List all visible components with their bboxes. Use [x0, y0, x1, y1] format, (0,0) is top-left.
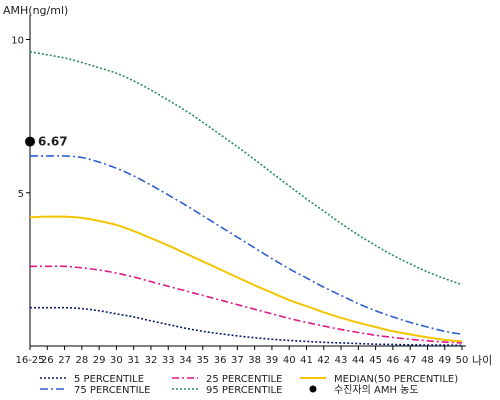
x-tick-label: 50	[456, 355, 469, 366]
y-tick-label: 5	[18, 189, 24, 200]
series-line-median-50-percentile	[29, 215, 463, 343]
legend-label: 25 PERCENTILE	[206, 374, 282, 385]
x-tick-label: 28	[75, 355, 88, 366]
x-tick-label: 33	[162, 355, 175, 366]
x-tick-label: 49	[438, 355, 451, 366]
x-tick-label: 41	[300, 355, 313, 366]
x-tick-label: 26	[41, 355, 54, 366]
x-tick-label: 30	[110, 355, 123, 366]
x-tick-label: 31	[127, 355, 140, 366]
axes	[29, 15, 466, 347]
x-tick-label: 29	[93, 355, 106, 366]
legend-label: 5 PERCENTILE	[74, 374, 144, 385]
legend-label: 95 PERCENTILE	[206, 385, 282, 396]
x-tick-label: 16-25	[15, 355, 44, 366]
series-line-25-percentile	[30, 265, 463, 344]
x-tick-label: 40	[283, 355, 296, 366]
series-line-75-percentile	[29, 155, 463, 336]
x-tick-label: 46	[387, 355, 400, 366]
legend-item: 25 PERCENTILE	[172, 374, 282, 385]
legend-item: 75 PERCENTILE	[40, 385, 150, 396]
x-tick-label: 45	[369, 355, 382, 366]
legend-swatch-patient-dot	[309, 385, 317, 393]
legend-label: 75 PERCENTILE	[74, 385, 150, 396]
patient-marker-group: 6.67	[25, 135, 68, 149]
x-tick-label: 47	[404, 355, 417, 366]
x-tick-label: 43	[335, 355, 348, 366]
legend: 5 PERCENTILE 25 PERCENTILE MEDIAN(50 PERCE…	[40, 374, 458, 396]
legend-item: 95 PERCENTILE	[172, 385, 282, 396]
series-lines	[29, 50, 463, 347]
x-tick-label: 35	[196, 355, 209, 366]
legend-item: 5 PERCENTILE	[40, 374, 144, 385]
x-tick-label: 39	[266, 355, 279, 366]
x-tick-label: 32	[145, 355, 158, 366]
patient-amh-point	[25, 136, 35, 147]
x-tick-label: 38	[248, 355, 261, 366]
series-line-95-percentile	[29, 50, 463, 286]
y-ticks: 5 10	[11, 36, 30, 200]
x-tick-label: 36	[214, 355, 227, 366]
patient-amh-value-label: 6.67	[38, 135, 68, 149]
x-tick-label: 27	[58, 355, 71, 366]
x-tick-label: 48	[421, 355, 434, 366]
legend-item: MEDIAN(50 PERCENTILE)	[300, 374, 458, 385]
x-tick-label: 34	[179, 355, 192, 366]
x-tick-label: 37	[231, 355, 244, 366]
series-line-5-percentile	[30, 306, 463, 347]
x-tick-label: 42	[317, 355, 330, 366]
legend-label: 수진자의 AMH 농도	[334, 384, 419, 396]
legend-item: 수진자의 AMH 농도	[309, 384, 419, 396]
x-tick-label: 44	[352, 355, 365, 366]
legend-label: MEDIAN(50 PERCENTILE)	[334, 374, 458, 385]
x-axis-title: 나이	[472, 354, 492, 367]
y-tick-label: 10	[11, 36, 24, 47]
y-axis-title: AMH(ng/ml)	[3, 4, 68, 17]
